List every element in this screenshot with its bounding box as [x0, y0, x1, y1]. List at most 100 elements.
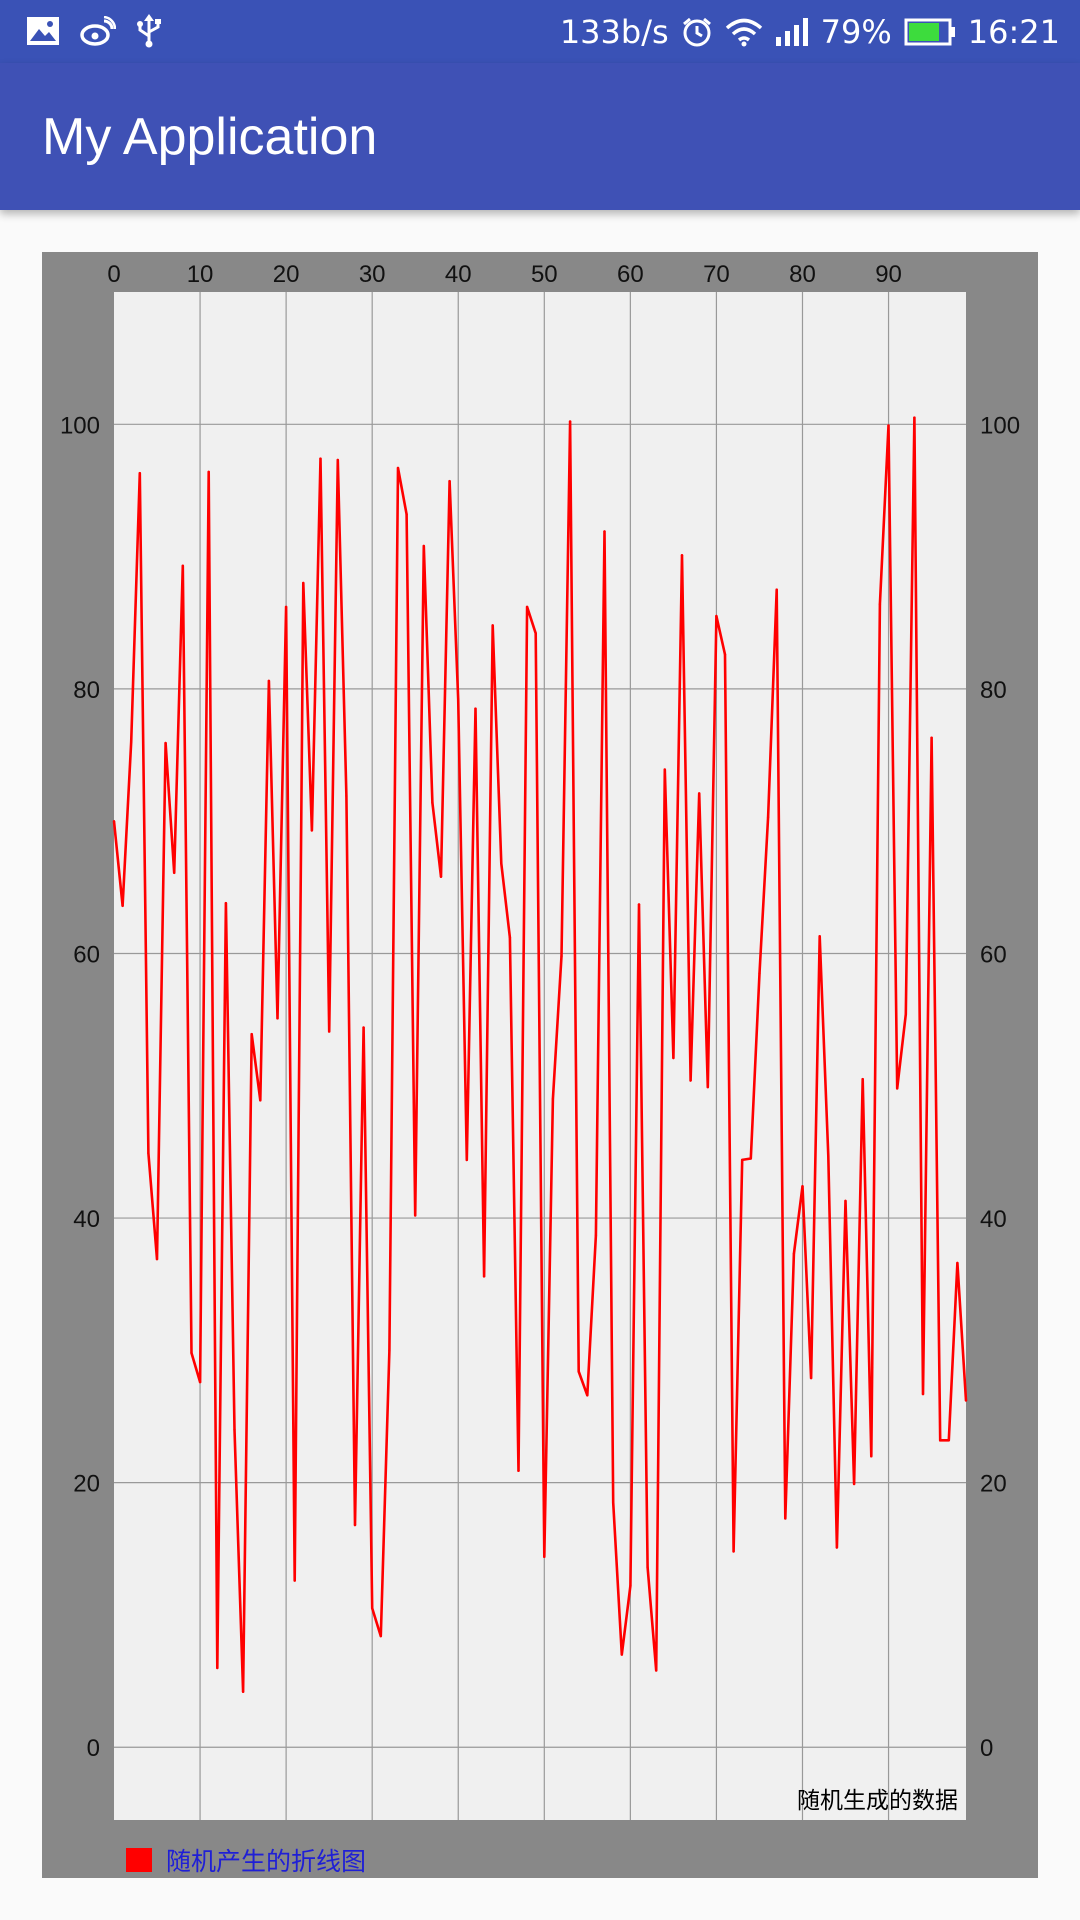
data-point [715, 614, 718, 618]
x-tick-label: 60 [617, 261, 644, 288]
data-point [216, 1666, 219, 1670]
data-point [293, 1579, 296, 1582]
app-bar: My Application [0, 63, 1080, 210]
x-tick-label: 10 [187, 261, 214, 288]
data-point [904, 1013, 907, 1016]
x-tick-label: 50 [531, 261, 558, 288]
weibo-icon [80, 16, 116, 46]
data-point [267, 679, 271, 683]
y-tick-label-left: 40 [73, 1206, 100, 1233]
data-point [190, 1351, 193, 1355]
data-point [465, 1158, 468, 1162]
data-point [930, 736, 933, 739]
data-point [706, 1085, 709, 1089]
data-point [284, 605, 288, 609]
x-tick-label: 40 [445, 261, 472, 288]
data-point [749, 1157, 752, 1160]
data-point [939, 1439, 942, 1442]
data-point [680, 554, 684, 557]
chart-annotation: 随机生成的数据 [797, 1787, 958, 1813]
data-point [482, 1275, 486, 1278]
data-point [809, 1376, 813, 1380]
data-point [147, 1152, 150, 1155]
data-point [525, 605, 529, 609]
data-point [947, 1439, 950, 1442]
data-point [130, 740, 133, 743]
data-point [250, 1033, 253, 1036]
data-point [655, 1669, 658, 1672]
data-point [414, 1214, 417, 1217]
data-point [396, 466, 400, 470]
data-point [362, 1026, 365, 1029]
y-tick-label-left: 0 [87, 1735, 100, 1762]
data-point [637, 903, 641, 906]
y-tick-label-right: 20 [980, 1471, 1007, 1498]
data-point [620, 1653, 623, 1656]
data-point [164, 741, 167, 745]
data-point [766, 816, 770, 819]
data-point [336, 458, 339, 462]
y-tick-label-left: 80 [73, 677, 100, 704]
data-point [500, 862, 503, 865]
y-tick-label-right: 0 [980, 1735, 993, 1762]
signal-icon [775, 18, 808, 46]
data-point [698, 792, 701, 795]
data-point [775, 588, 778, 591]
data-point [792, 1252, 796, 1255]
data-point [310, 829, 314, 832]
x-tick-label: 90 [875, 261, 902, 288]
battery-icon [904, 18, 955, 46]
data-point [956, 1261, 959, 1265]
data-point [689, 1079, 692, 1082]
data-point [741, 1158, 744, 1162]
data-point [896, 1087, 899, 1090]
legend-swatch [126, 1848, 152, 1872]
data-point [543, 1555, 546, 1558]
data-point [302, 581, 305, 585]
data-point [198, 1380, 202, 1384]
data-point [672, 1056, 675, 1060]
data-point [345, 794, 348, 798]
data-point [224, 902, 228, 905]
data-point [508, 936, 512, 939]
line-chart-svg: 0 10 20 30 40 50 60 70 80 90 0 0 20 20 40 40 60 60 80 80 100… [42, 252, 1038, 1878]
status-bar: 133b/s 79% 16:21 [0, 0, 1080, 63]
data-point [560, 954, 563, 958]
data-point [491, 624, 494, 627]
data-point [353, 1523, 357, 1527]
data-point [474, 707, 477, 710]
data-point [328, 1030, 331, 1033]
data-point [517, 1469, 520, 1472]
usb-icon [137, 14, 161, 48]
data-point [276, 1017, 279, 1020]
data-point [723, 653, 727, 656]
data-point [870, 1455, 873, 1458]
data-point [861, 1078, 864, 1081]
data-point [138, 472, 141, 475]
wifi-icon [725, 18, 762, 47]
network-speed: 133b/s [559, 13, 669, 51]
data-point [439, 875, 443, 878]
data-point [921, 1392, 925, 1396]
data-point [448, 480, 451, 483]
data-point [371, 1607, 374, 1610]
data-point [405, 513, 408, 516]
data-point [612, 1501, 615, 1504]
data-point [577, 1370, 580, 1373]
x-tick-label: 70 [703, 261, 730, 288]
data-point [568, 420, 572, 423]
data-point [878, 603, 882, 606]
data-point [233, 1428, 236, 1431]
clock: 16:21 [967, 13, 1060, 51]
data-point [852, 1482, 856, 1486]
y-tick-label-left: 60 [73, 941, 100, 968]
x-tick-label: 20 [273, 261, 300, 288]
data-point [534, 632, 537, 635]
data-point [457, 698, 460, 701]
data-point [844, 1199, 847, 1203]
data-point [155, 1257, 159, 1261]
data-point [551, 1097, 555, 1101]
data-point [241, 1690, 245, 1693]
data-point [603, 530, 606, 533]
x-tick-label: 80 [789, 261, 816, 288]
